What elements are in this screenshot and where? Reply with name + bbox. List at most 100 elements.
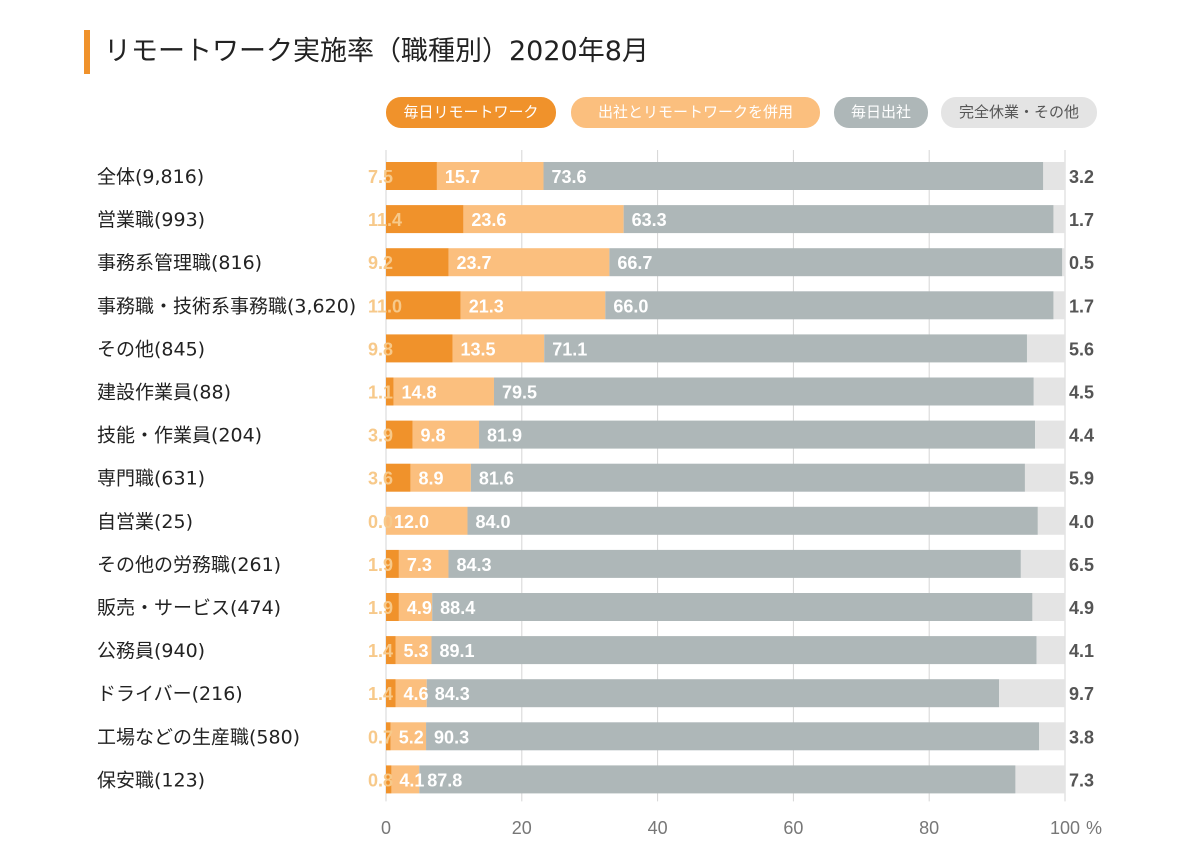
x-tick-label: 0 xyxy=(381,818,391,838)
category-label: その他の労務職(261) xyxy=(97,554,281,576)
category-label: その他(845) xyxy=(97,338,205,360)
bar-segment xyxy=(479,420,1036,449)
bar-segment xyxy=(395,679,427,708)
data-label: 5.6 xyxy=(1069,339,1094,359)
category-label: 技能・作業員(204) xyxy=(97,425,262,447)
data-label: 1.7 xyxy=(1069,296,1094,316)
data-label: 9.7 xyxy=(1069,684,1094,704)
data-label: 4.9 xyxy=(407,598,432,618)
data-label: 1.9 xyxy=(368,555,393,575)
bar-segment xyxy=(386,162,437,190)
data-label: 4.1 xyxy=(1069,641,1094,661)
data-label: 90.3 xyxy=(434,727,469,747)
value-labels: 7.5 15.7 73.6 3.2 11.4 23.6 63.3 1.7 9.2 23.7 66.7… xyxy=(368,167,1094,790)
bar-segment xyxy=(386,506,468,535)
bar-segment xyxy=(386,334,453,363)
category-label: 全体(9,816) xyxy=(97,166,204,188)
bar-segment xyxy=(386,248,449,277)
bar-segment xyxy=(1053,291,1065,320)
data-label: 9.8 xyxy=(420,426,445,446)
category-label: 事務系管理職(816) xyxy=(97,252,262,274)
data-label: 1.1 xyxy=(368,383,393,403)
bar-segment xyxy=(412,420,480,449)
data-label: 4.5 xyxy=(1069,383,1094,403)
bar-segment xyxy=(544,334,1027,363)
data-label: 23.6 xyxy=(471,210,506,230)
data-label: 1.9 xyxy=(368,598,393,618)
category-label: 専門職(631) xyxy=(97,468,205,490)
category-label: 営業職(993) xyxy=(97,209,205,231)
bar-segment xyxy=(419,765,1016,794)
bar-segment xyxy=(1015,765,1065,794)
bar-segment xyxy=(470,463,1025,492)
data-label: 12.0 xyxy=(394,512,429,532)
bar-segment xyxy=(463,205,624,234)
data-label: 1.4 xyxy=(368,641,393,661)
bar-segment xyxy=(1062,248,1066,277)
bar-segment xyxy=(448,549,1021,578)
category-label: ドライバー(216) xyxy=(97,683,243,705)
x-tick-label: 40 xyxy=(648,818,668,838)
bar-segment xyxy=(391,765,420,794)
bar-segment xyxy=(999,679,1065,708)
bar-segment xyxy=(431,636,1037,665)
bar-segment xyxy=(436,162,544,190)
category-label: 建設作業員(88) xyxy=(97,382,231,404)
data-label: 4.1 xyxy=(399,770,424,790)
data-label: 9.2 xyxy=(368,253,393,273)
data-label: 81.9 xyxy=(487,426,522,446)
data-label: 23.7 xyxy=(456,253,491,273)
category-label: 保安職(123) xyxy=(97,769,205,791)
data-label: 15.7 xyxy=(445,167,480,187)
data-label: 84.3 xyxy=(456,555,491,575)
bar-segment xyxy=(398,549,449,578)
data-label: 81.6 xyxy=(479,469,514,489)
data-label: 9.8 xyxy=(368,339,393,359)
data-label: 11.4 xyxy=(368,210,402,230)
data-label: 66.7 xyxy=(617,253,652,273)
legend-leave-other: 完全休業・その他 xyxy=(941,97,1097,128)
data-label: 0.5 xyxy=(1069,253,1094,273)
bar-segment xyxy=(609,248,1063,277)
data-label: 21.3 xyxy=(469,296,504,316)
data-label: 63.3 xyxy=(632,210,667,230)
x-axis-unit: % xyxy=(1086,818,1102,838)
bar-segment xyxy=(426,722,1040,751)
x-tick-label: 100 xyxy=(1050,818,1080,838)
bar-segment xyxy=(1053,205,1065,234)
x-tick-label: 80 xyxy=(919,818,939,838)
bar-segment xyxy=(386,549,399,578)
bar-segment xyxy=(386,593,399,621)
data-label: 1.4 xyxy=(368,684,393,704)
bar-segment xyxy=(410,463,471,492)
data-label: 0.7 xyxy=(368,727,393,747)
bar-segment xyxy=(467,506,1038,535)
bar-segment xyxy=(1035,420,1065,449)
data-label: 3.6 xyxy=(368,469,393,489)
category-label: 工場などの生産職(580) xyxy=(97,726,300,748)
bar-segment xyxy=(1036,636,1065,665)
bar-segment xyxy=(386,205,464,234)
data-label: 13.5 xyxy=(461,339,496,359)
data-label: 5.9 xyxy=(1069,469,1094,489)
bar-segment xyxy=(398,593,433,621)
data-label: 4.0 xyxy=(1069,512,1094,532)
bar-segment xyxy=(1026,334,1065,363)
data-label: 4.4 xyxy=(1069,426,1094,446)
bar-segment xyxy=(543,162,1044,190)
bar-segment xyxy=(395,636,432,665)
bar-segment xyxy=(386,765,392,794)
data-label: 7.3 xyxy=(407,555,432,575)
category-label: 事務職・技術系事務職(3,620) xyxy=(97,295,356,317)
data-label: 87.8 xyxy=(427,770,462,790)
data-label: 1.7 xyxy=(1069,210,1094,230)
legend-hybrid: 出社とリモートワークを併用 xyxy=(571,97,820,128)
bar-segment xyxy=(386,463,411,492)
data-label: 11.0 xyxy=(368,296,402,316)
bar-segment xyxy=(386,636,396,665)
bar-segment xyxy=(1039,722,1065,751)
bar-segment xyxy=(493,377,1034,406)
bar-segment xyxy=(386,679,396,708)
data-label: 3.9 xyxy=(368,426,393,446)
